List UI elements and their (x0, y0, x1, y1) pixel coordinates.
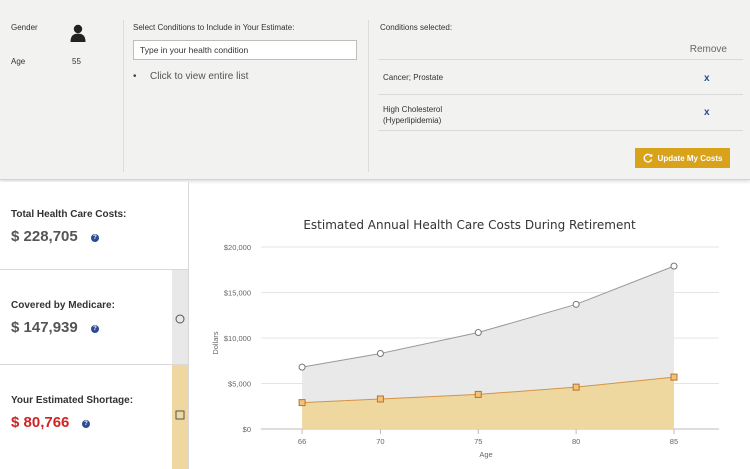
shortage-point (298, 399, 306, 407)
total-costs-point (376, 349, 384, 357)
list-bullet: • (133, 71, 137, 82)
square-marker-icon (175, 410, 185, 420)
medicare-card: Covered by Medicare: $ 147,939 ? (0, 270, 189, 365)
condition-subname: (Hyperlipidemia) (383, 116, 442, 125)
total-costs-value: $ 228,705 (11, 228, 78, 245)
medicare-color-strip (172, 270, 188, 364)
x-tick-label: 70 (376, 437, 384, 446)
remove-condition-button[interactable]: x (704, 73, 710, 84)
shortage-label: Your Estimated Shortage: (11, 395, 134, 406)
remove-condition-button[interactable]: x (704, 107, 710, 118)
shortage-point (572, 383, 580, 391)
column-divider (368, 20, 369, 172)
condition-name: High Cholesterol (383, 105, 443, 114)
circle-marker-icon (175, 314, 185, 324)
total-costs-point (572, 300, 580, 308)
medicare-label: Covered by Medicare: (11, 300, 115, 311)
chart-canvas: $0 $5,000 $10,000 $15,000 $20,000 66 70 75 80 85 A… (211, 243, 719, 459)
cost-summary: Total Health Care Costs: $ 228,705 ? Cov… (0, 182, 189, 469)
condition-name: Cancer; Prostate (383, 73, 444, 82)
update-button-label: Update My Costs (657, 153, 723, 163)
help-icon[interactable]: ? (91, 234, 99, 242)
y-tick-label: $5,000 (228, 380, 251, 389)
refresh-icon (643, 153, 652, 163)
shortage-color-strip (172, 365, 188, 469)
x-tick-label: 66 (298, 437, 306, 446)
health-condition-input[interactable] (133, 40, 357, 60)
help-icon[interactable]: ? (91, 325, 99, 333)
column-divider (123, 20, 124, 172)
condition-item-prostate-cancer: Cancer; Prostate (383, 72, 443, 83)
total-costs-point (298, 363, 306, 371)
condition-item-high-cholesterol: High Cholesterol (Hyperlipidemia) (383, 104, 442, 126)
estimate-settings-panel: Gender Age 55 Select Conditions to Inclu… (0, 0, 750, 180)
shortage-point (474, 390, 482, 398)
cost-chart: Estimated Annual Health Care Costs Durin… (189, 182, 750, 469)
y-axis-title: Dollars (211, 331, 220, 355)
x-tick-label: 80 (572, 437, 580, 446)
y-tick-label: $15,000 (224, 289, 251, 298)
y-tick-label: $0 (243, 425, 251, 434)
total-costs-point (670, 262, 678, 270)
divider (378, 94, 743, 95)
gender-label: Gender (11, 23, 38, 32)
medicare-value: $ 147,939 (11, 319, 78, 336)
total-costs-card: Total Health Care Costs: $ 228,705 ? (0, 182, 189, 270)
shortage-area (302, 377, 674, 429)
x-tick-label: 75 (474, 437, 482, 446)
shortage-point (376, 395, 384, 403)
conditions-heading: Select Conditions to Include in Your Est… (133, 23, 295, 32)
x-axis-title: Age (479, 450, 492, 459)
y-tick-label: $20,000 (224, 243, 251, 252)
view-entire-list-link[interactable]: Click to view entire list (150, 71, 249, 82)
shortage-value: $ 80,766 (11, 414, 70, 431)
remove-column-header: Remove (689, 44, 727, 55)
shortage-point (670, 373, 678, 381)
age-label: Age (11, 57, 26, 66)
help-icon[interactable]: ? (82, 420, 90, 428)
update-my-costs-button[interactable]: Update My Costs (635, 148, 730, 168)
chart-title: Estimated Annual Health Care Costs Durin… (303, 218, 636, 232)
age-value: 55 (72, 57, 81, 66)
shortage-card: Your Estimated Shortage: $ 80,766 ? (0, 365, 189, 469)
total-costs-label: Total Health Care Costs: (11, 209, 127, 220)
x-tick-label: 85 (670, 437, 678, 446)
total-costs-point (474, 329, 482, 337)
divider (378, 59, 743, 60)
y-tick-label: $10,000 (224, 334, 251, 343)
selected-heading: Conditions selected: (380, 23, 453, 32)
person-icon (70, 24, 86, 42)
divider (378, 130, 743, 131)
